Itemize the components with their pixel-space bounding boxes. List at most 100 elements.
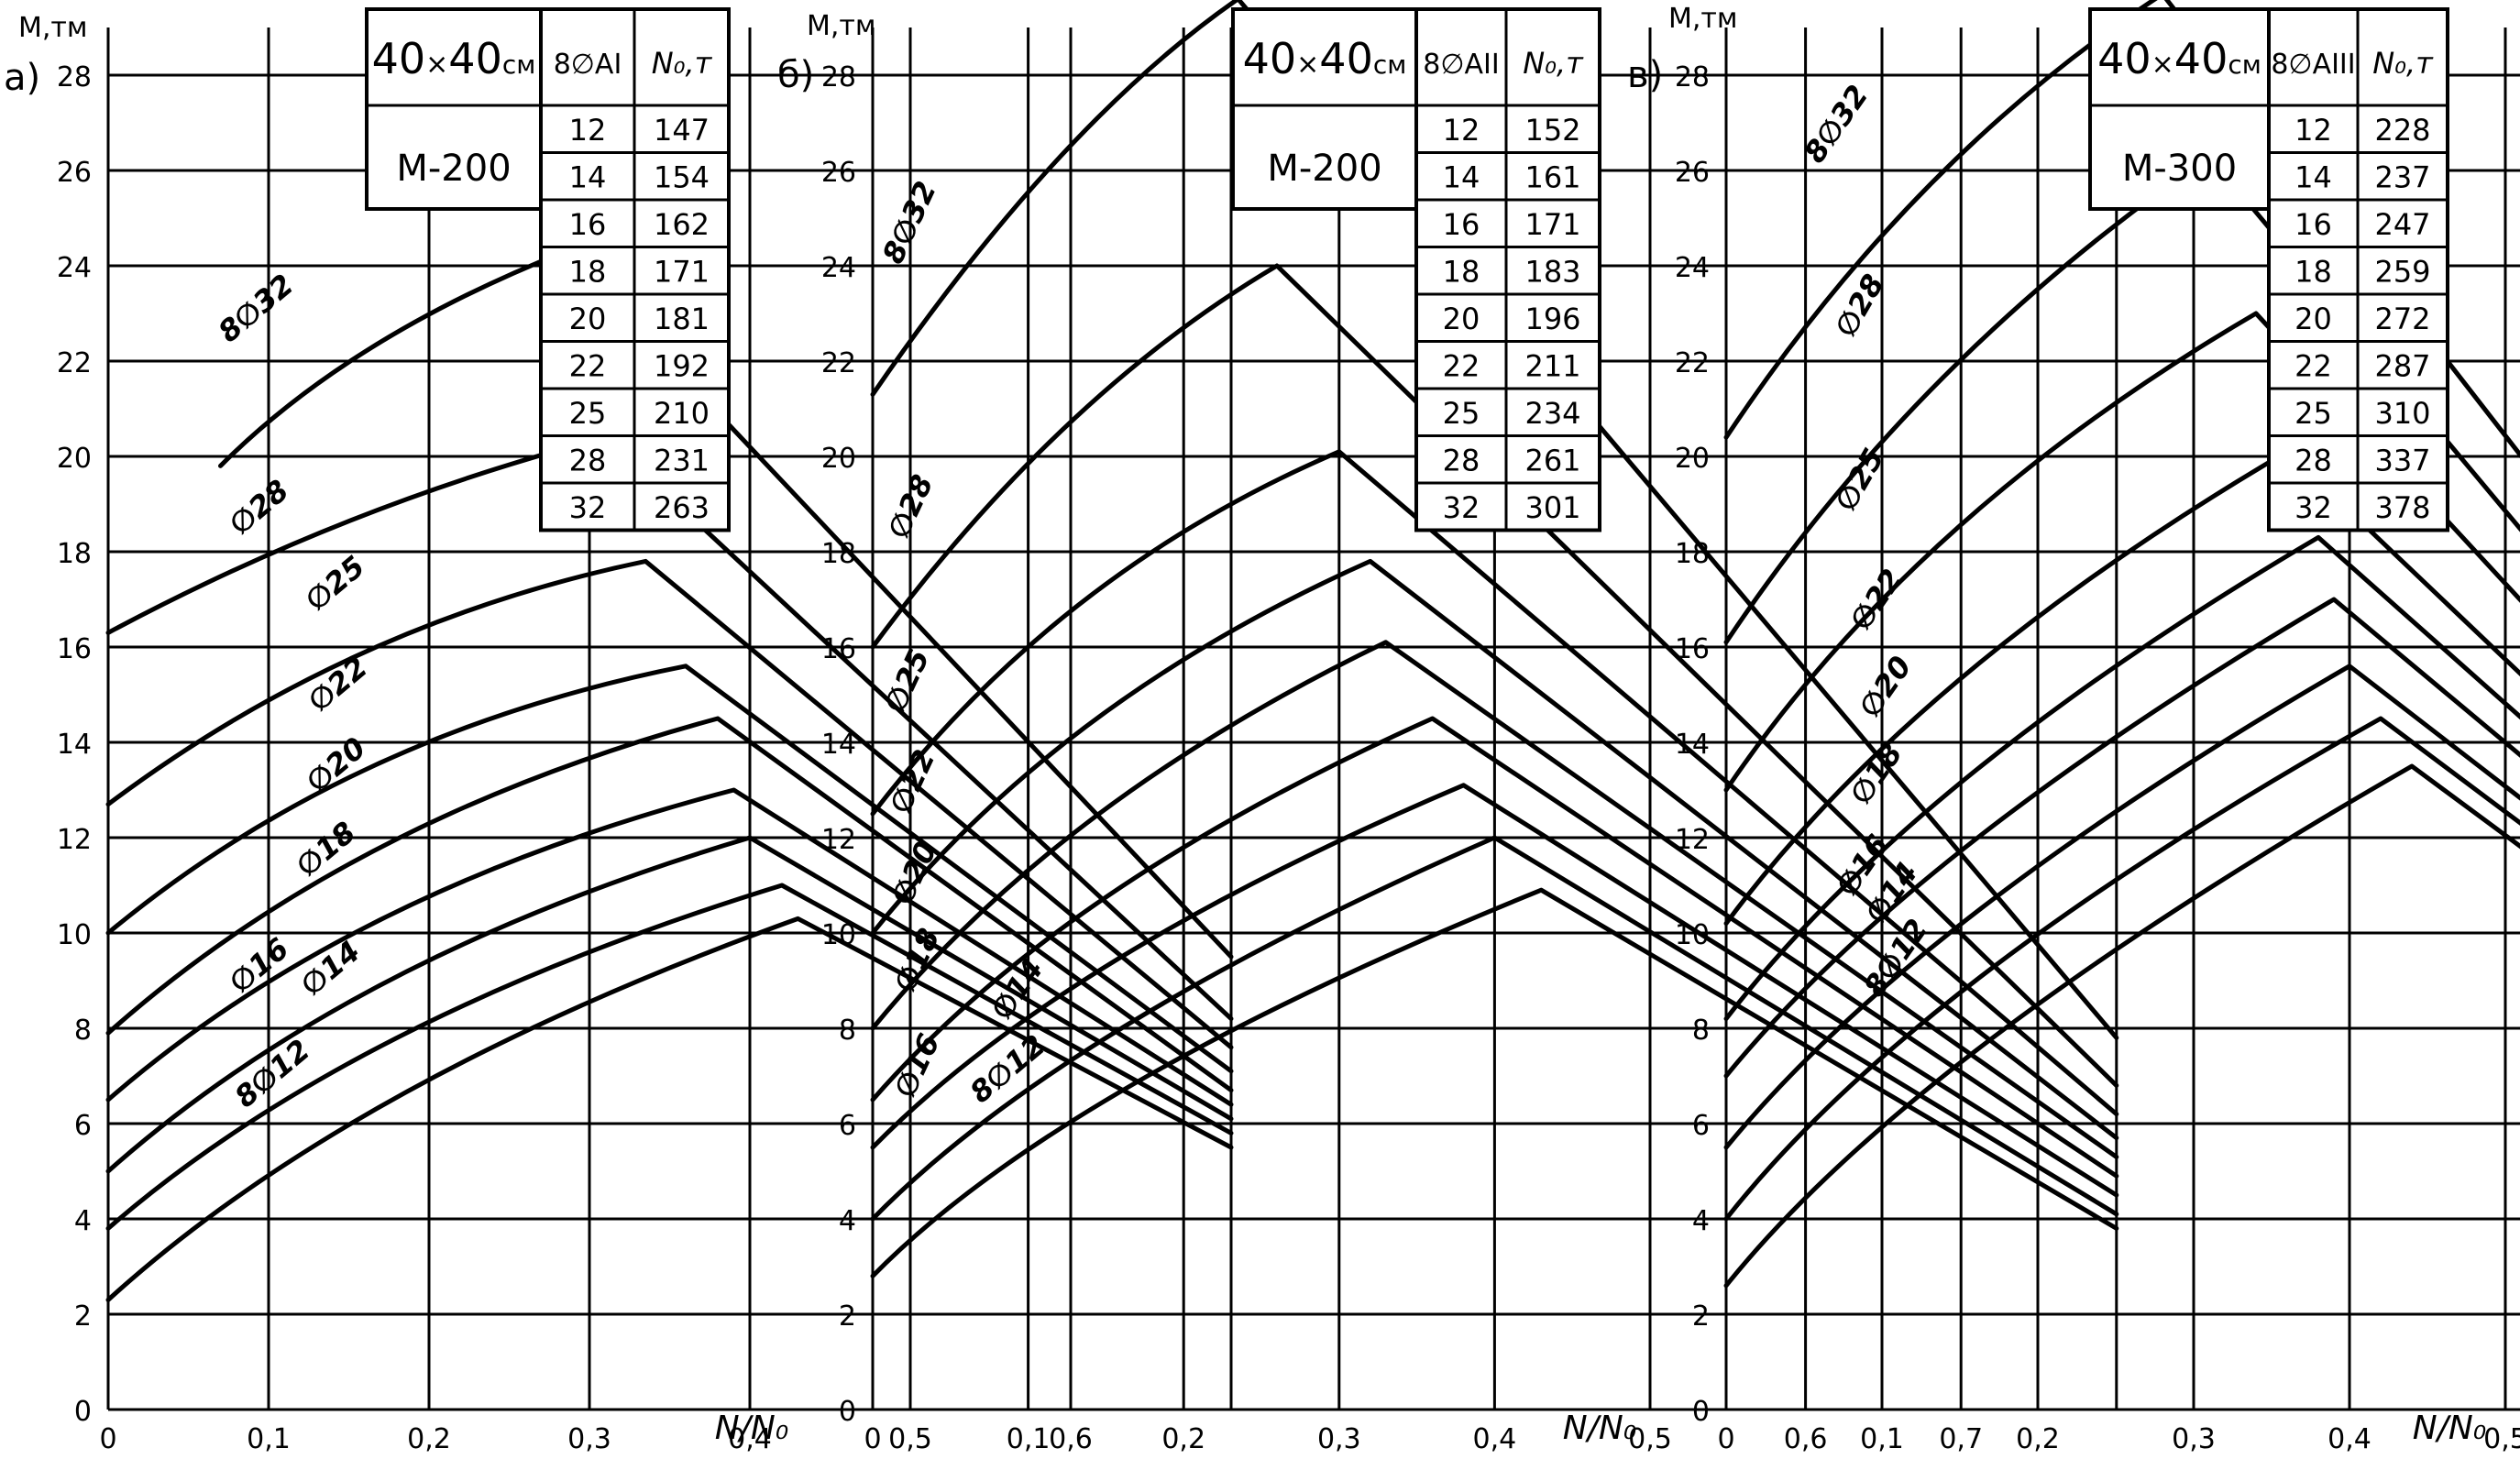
x-tick-label: 0,2 — [407, 1423, 451, 1455]
series-line — [870, 558, 2119, 1141]
series-line — [1723, 534, 2520, 1022]
x-tick-label: 0,4 — [728, 1423, 772, 1455]
table-cell: 14 — [569, 160, 607, 195]
y-tick-label: 24 — [1675, 252, 1710, 284]
section-size-b: 40 — [1319, 34, 1373, 83]
series-line — [1723, 716, 2520, 1222]
series-label: ∅28 — [881, 469, 941, 543]
table-cell: 210 — [654, 396, 710, 431]
section-unit: см — [502, 49, 536, 80]
section-box — [2088, 7, 2271, 211]
y-tick-label: 0 — [1692, 1396, 1710, 1428]
table-cell: 310 — [2374, 396, 2430, 431]
section-size-a: 40 — [1243, 34, 1297, 83]
series-line — [870, 716, 2119, 1179]
y-tick-label: 2 — [1692, 1300, 1710, 1333]
table-cell: 181 — [654, 302, 710, 336]
x-tick-label: 0,5 — [2483, 1423, 2520, 1455]
x-tick-label: 0,4 — [2327, 1423, 2371, 1455]
table-cell: 20 — [569, 302, 607, 336]
table-cell: 337 — [2374, 444, 2430, 478]
y-axis-unit: М,тм — [807, 10, 876, 42]
x-tick-label: 0,5 — [1628, 1423, 1672, 1455]
series-line — [870, 640, 2119, 1159]
y-tick-label: 26 — [57, 157, 92, 189]
series-line — [105, 835, 1234, 1174]
y-tick-label: 26 — [821, 157, 856, 189]
section-size-a: 40 — [2097, 34, 2151, 83]
y-tick-label: 2 — [839, 1300, 856, 1333]
panel-label: в) — [1627, 54, 1663, 96]
table-cell: 211 — [1524, 349, 1580, 384]
series-label: 8∅32 — [212, 267, 301, 349]
section-size: 40×40см — [1243, 34, 1407, 83]
y-tick-label: 22 — [821, 347, 856, 379]
table-cell: 18 — [1443, 255, 1480, 290]
series-label: ∅18 — [290, 815, 363, 883]
table-cell: 259 — [2374, 255, 2430, 290]
y-tick-label: 14 — [1675, 729, 1710, 761]
x-tick-label: 0,1 — [247, 1423, 291, 1455]
y-tick-label: 28 — [821, 61, 856, 93]
y-tick-label: 20 — [821, 443, 856, 475]
table-cell: 234 — [1524, 396, 1580, 431]
table-cell: 247 — [2374, 207, 2430, 242]
x-tick-label: 0,2 — [2016, 1423, 2060, 1455]
section-size-sep: × — [1296, 49, 1319, 81]
x-tick-label: 0,5 — [888, 1423, 932, 1455]
x-tick-label: 0 — [99, 1423, 116, 1455]
y-tick-label: 24 — [57, 252, 92, 284]
section-size: 40×40см — [2097, 34, 2261, 83]
series-label: ∅22 — [1843, 563, 1909, 637]
table-cell: 12 — [1443, 113, 1480, 148]
concrete-grade: М-300 — [2122, 148, 2237, 190]
series-label: 8∅32 — [1797, 79, 1875, 170]
y-tick-label: 8 — [839, 1015, 856, 1047]
section-size-a: 40 — [372, 34, 426, 83]
section-size-b: 40 — [2174, 34, 2228, 83]
series-line — [870, 263, 2119, 1088]
table-cell: 12 — [569, 113, 607, 148]
series-label: ∅14 — [984, 952, 1050, 1026]
table-cell: 14 — [1443, 160, 1480, 195]
table-cell: 287 — [2374, 349, 2430, 384]
x-tick-label: 0,4 — [1473, 1423, 1517, 1455]
y-tick-label: 14 — [821, 729, 856, 761]
section-unit: см — [2228, 49, 2261, 80]
table-cell: 18 — [569, 255, 607, 290]
y-tick-label: 28 — [57, 61, 92, 93]
x-tick-label: 0,3 — [1317, 1423, 1361, 1455]
y-tick-label: 22 — [1675, 347, 1710, 379]
table-cell: 183 — [1524, 255, 1580, 290]
table-cell: 171 — [1524, 207, 1580, 242]
table-cell: 28 — [1443, 444, 1480, 478]
series-label: 8∅32 — [875, 176, 943, 269]
table-cell: 12 — [2294, 113, 2332, 148]
y-tick-label: 6 — [1692, 1110, 1710, 1142]
x-tick-label: 0,7 — [1939, 1423, 1983, 1455]
table-cell: 20 — [1443, 302, 1480, 336]
series-line — [105, 664, 1234, 1074]
table-header: 8∅AIII — [2271, 49, 2355, 81]
series-line — [1723, 597, 2520, 1079]
table-cell: 22 — [569, 349, 607, 384]
y-tick-label: 6 — [839, 1110, 856, 1142]
series-label: 8∅12 — [963, 1027, 1052, 1110]
x-axis-unit: N/N₀ — [715, 1410, 788, 1447]
table-cell: 25 — [1443, 396, 1480, 431]
table-cell: 22 — [1443, 349, 1480, 384]
series-line — [105, 558, 1234, 1050]
x-tick-label: 0,1 — [1007, 1423, 1051, 1455]
x-tick-label: 0 — [864, 1423, 881, 1455]
series-line — [870, 449, 2119, 1117]
y-tick-label: 16 — [1675, 633, 1710, 665]
table-cell: 25 — [569, 396, 607, 431]
y-tick-label: 10 — [1675, 919, 1710, 951]
table-cell: 171 — [654, 255, 710, 290]
series-label: ∅25 — [877, 643, 937, 718]
series-label: ∅22 — [302, 650, 375, 719]
